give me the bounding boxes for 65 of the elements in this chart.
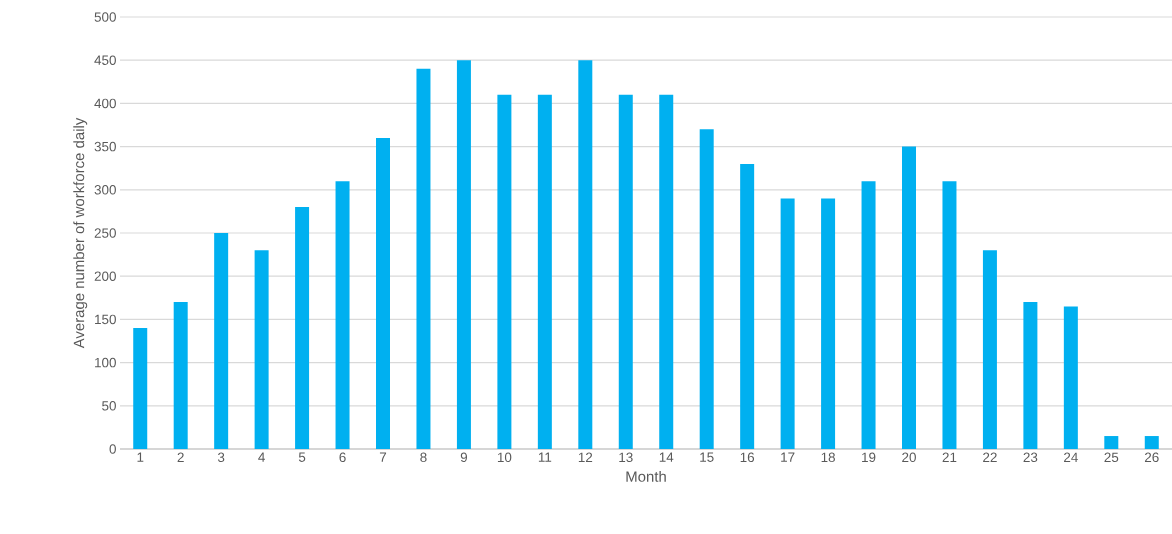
bar (780, 198, 795, 449)
bar (578, 60, 593, 449)
y-tick-label: 500 (94, 12, 116, 22)
bar (376, 137, 390, 449)
bar (1063, 306, 1078, 449)
x-tick-label: 19 (862, 452, 876, 463)
x-tick-label: 14 (659, 452, 674, 462)
bar (942, 181, 957, 449)
bar (497, 94, 512, 449)
y-tick-label: 250 (94, 228, 116, 238)
bar (902, 146, 916, 449)
x-tick-label: 5 (298, 452, 306, 462)
bar (254, 250, 269, 449)
bar (821, 198, 836, 449)
y-tick-label: 200 (94, 271, 116, 281)
bar (1144, 436, 1159, 449)
y-tick-label: 50 (102, 401, 116, 411)
x-tick-label: 10 (497, 452, 512, 463)
bar (335, 181, 350, 449)
x-tick-label: 18 (821, 452, 835, 463)
bar (295, 207, 310, 449)
x-tick-label: 11 (538, 452, 552, 462)
y-axis-title: Average number of workforce daily (73, 117, 88, 349)
x-axis-title: Month (626, 470, 666, 482)
y-tick-label: 300 (94, 185, 116, 195)
x-tick-label: 3 (217, 452, 225, 463)
x-tick-label: 20 (902, 452, 916, 463)
x-tick-label: 2 (177, 452, 184, 462)
bar (1104, 436, 1119, 449)
bar (699, 129, 714, 449)
bar (214, 233, 229, 449)
x-tick-label: 6 (339, 452, 346, 463)
x-tick-label: 13 (619, 452, 633, 463)
x-tick-label: 21 (942, 452, 957, 462)
bar (740, 163, 755, 449)
x-tick-label: 1 (137, 452, 144, 462)
bar (659, 94, 674, 449)
y-tick-label: 400 (94, 98, 116, 109)
x-tick-label: 9 (460, 452, 468, 463)
x-tick-label: 25 (1104, 452, 1119, 463)
x-tick-label: 16 (740, 452, 755, 463)
bar (133, 328, 148, 449)
x-tick-label: 15 (700, 452, 714, 462)
y-tick-label: 150 (95, 314, 116, 325)
bar (537, 94, 552, 449)
bar (416, 68, 431, 449)
x-tick-label: 17 (781, 452, 795, 462)
x-tick-label: 22 (983, 452, 997, 462)
x-tick-label: 7 (379, 452, 387, 462)
x-tick-label: 26 (1144, 452, 1159, 463)
x-tick-label: 12 (578, 452, 593, 462)
x-tick-label: 23 (1023, 452, 1038, 463)
y-tick-label: 450 (94, 55, 116, 65)
bar (456, 60, 471, 449)
x-tick-label: 24 (1064, 452, 1078, 462)
bar (618, 94, 633, 449)
y-tick-label: 350 (94, 141, 116, 152)
bar (1023, 302, 1038, 449)
y-tick-label: 100 (95, 357, 116, 368)
bar (982, 250, 997, 449)
y-tick-label: 0 (109, 444, 116, 454)
x-tick-label: 4 (258, 452, 265, 462)
x-tick-label: 8 (420, 452, 427, 463)
bar (861, 181, 876, 449)
bar (173, 302, 188, 449)
